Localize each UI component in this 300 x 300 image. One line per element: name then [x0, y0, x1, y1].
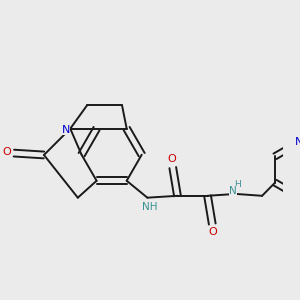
Text: H: H [234, 180, 241, 189]
Text: O: O [167, 154, 176, 164]
Text: NH: NH [142, 202, 157, 212]
Text: N: N [229, 186, 237, 196]
Text: O: O [209, 227, 218, 238]
Text: N: N [61, 124, 70, 135]
Text: O: O [2, 147, 11, 157]
Text: N: N [295, 137, 300, 147]
